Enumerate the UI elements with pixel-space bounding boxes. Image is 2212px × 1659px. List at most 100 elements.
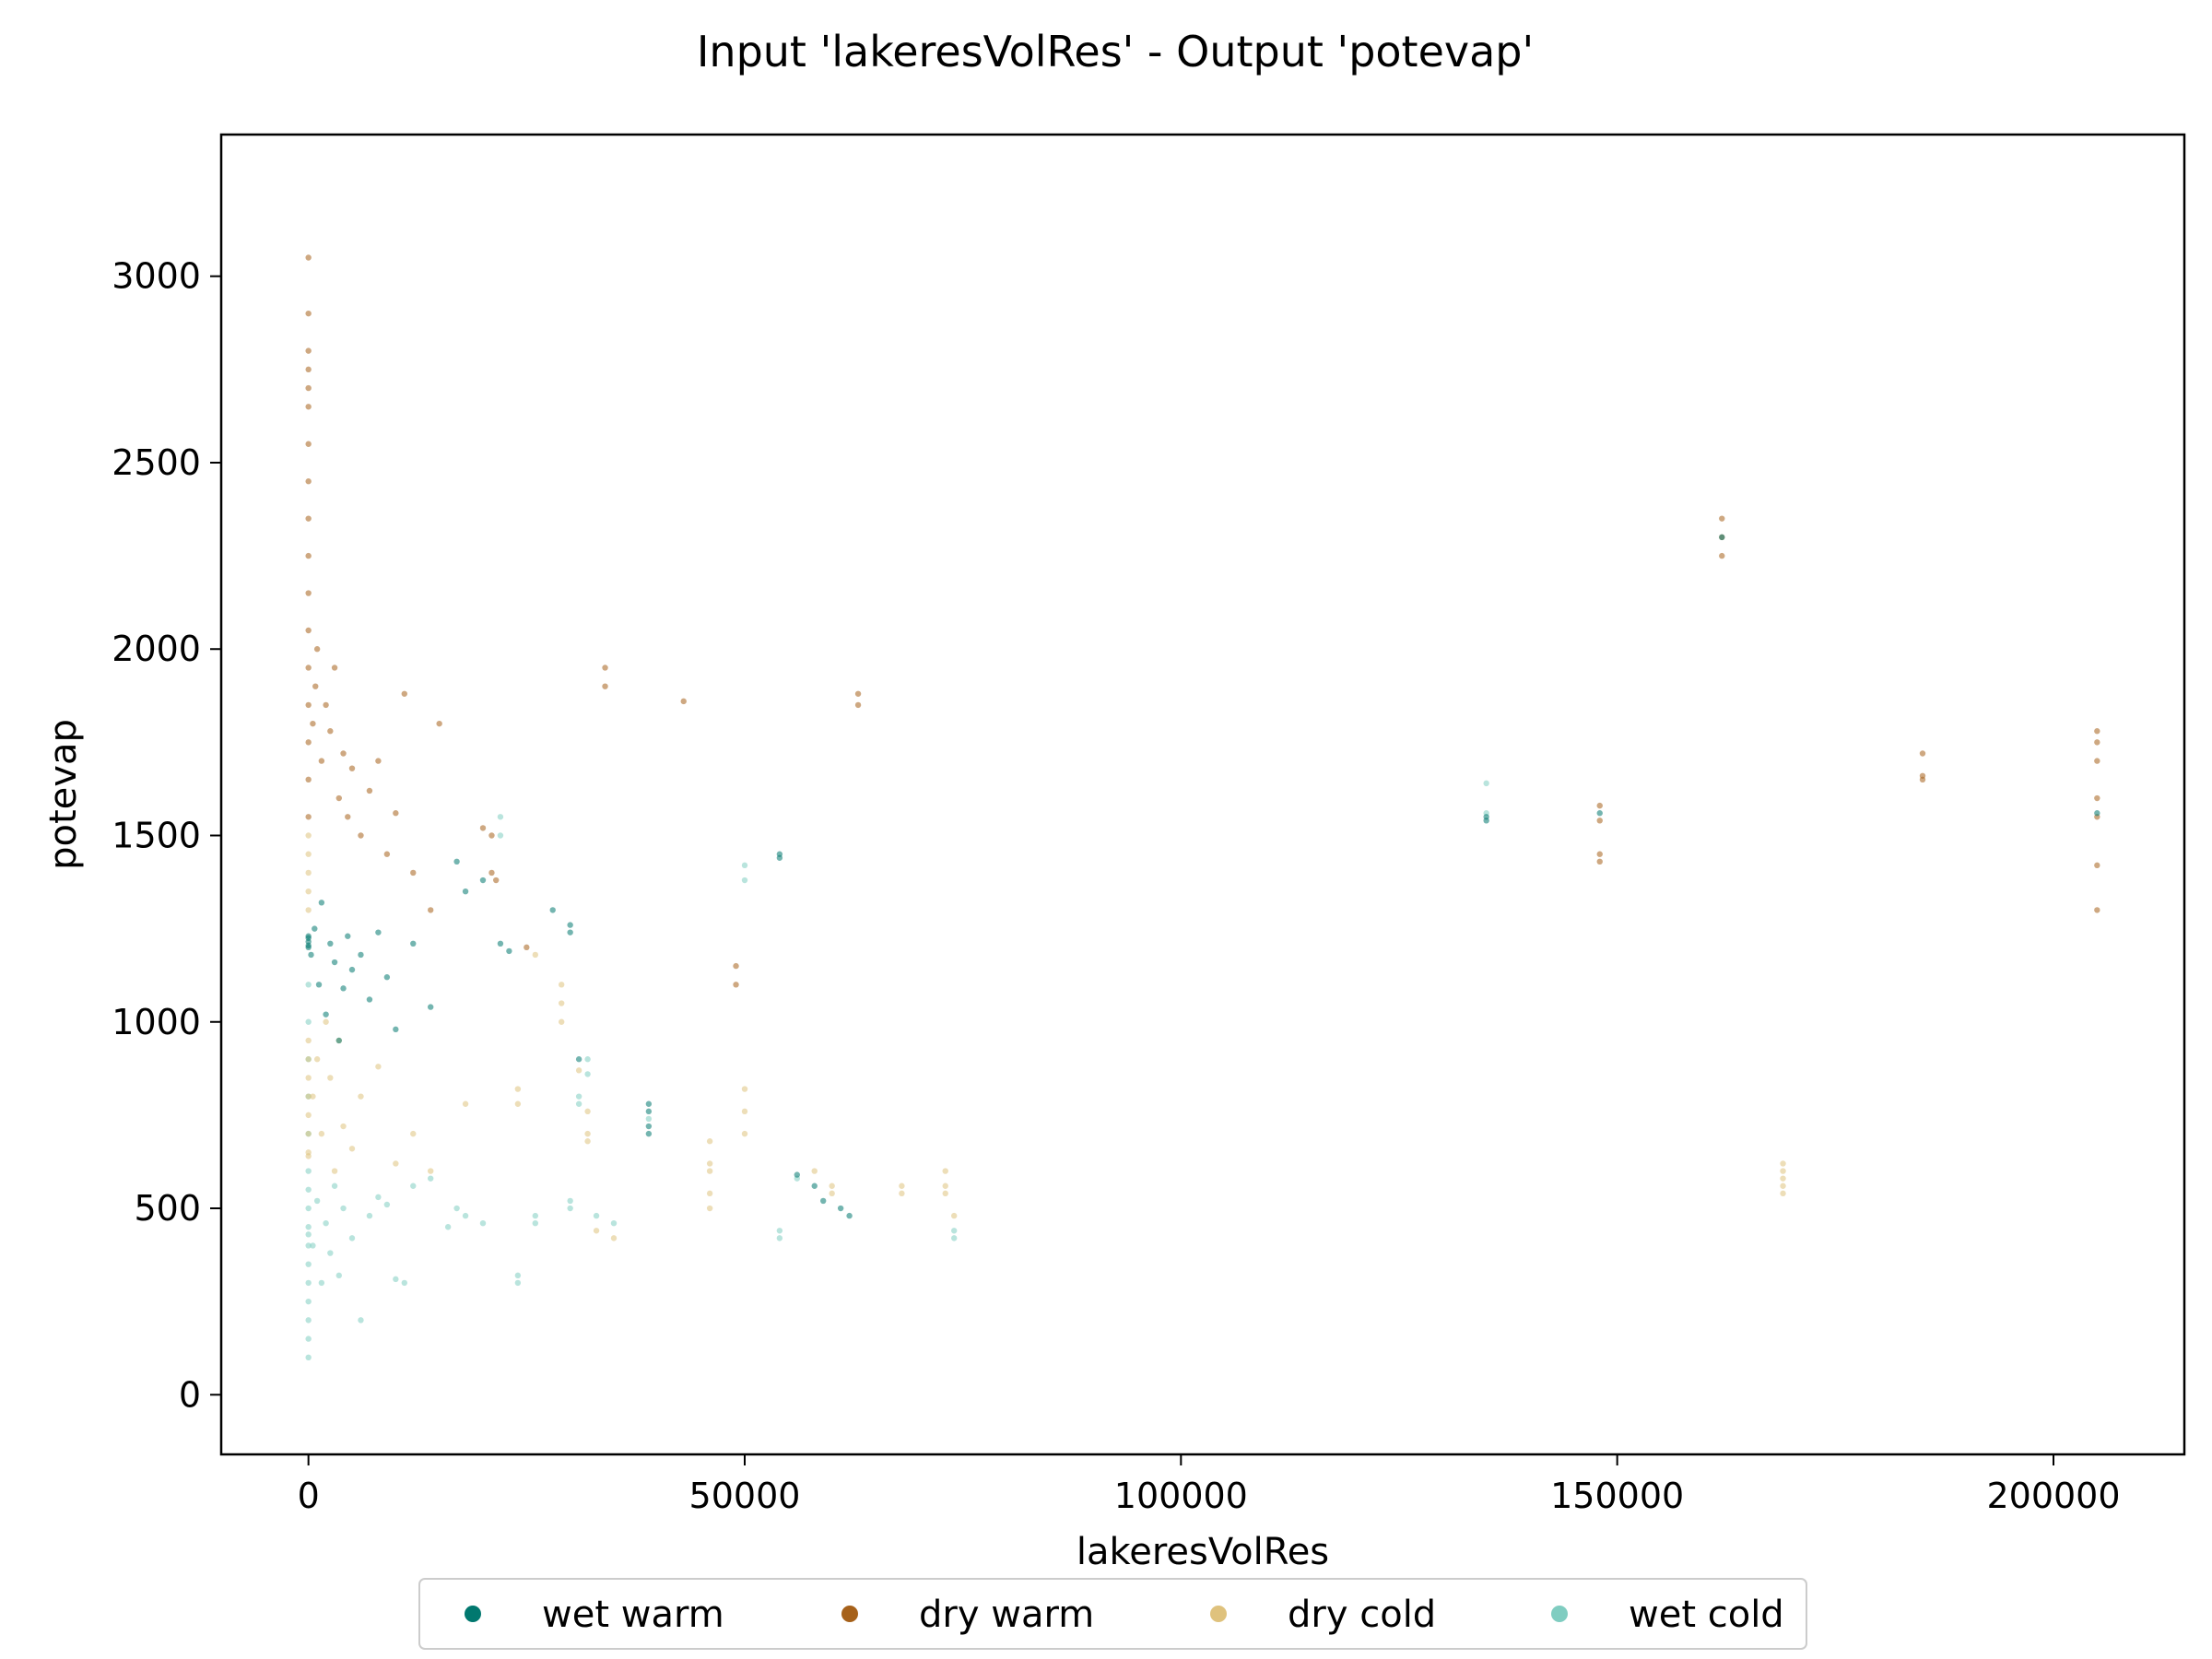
point-dry-warm xyxy=(602,683,608,689)
point-wet-warm xyxy=(1596,810,1603,817)
point-dry-cold xyxy=(706,1138,713,1145)
point-dry-warm xyxy=(340,750,347,757)
point-dry-cold xyxy=(741,1108,748,1115)
point-wet-cold xyxy=(323,1219,329,1227)
point-wet-warm xyxy=(348,966,356,973)
point-dry-warm xyxy=(305,701,312,709)
y-tick-label: 2000 xyxy=(112,629,201,669)
point-dry-warm xyxy=(2094,758,2100,764)
point-dry-cold xyxy=(559,1018,565,1025)
point-dry-warm xyxy=(524,944,530,951)
point-wet-warm xyxy=(358,951,364,959)
point-dry-warm xyxy=(854,690,862,697)
point-dry-cold xyxy=(1780,1190,1786,1197)
chart-title: Input 'lakeresVolRes' - Output 'potevap' xyxy=(697,27,1534,76)
point-dry-warm xyxy=(410,869,417,877)
point-wet-cold xyxy=(645,1115,653,1123)
point-wet-cold xyxy=(532,1219,538,1227)
point-dry-warm xyxy=(2094,739,2100,746)
legend-marker-wet-warm xyxy=(465,1606,481,1622)
point-wet-warm xyxy=(375,929,382,935)
point-dry-warm xyxy=(305,404,312,410)
point-dry-cold xyxy=(348,1146,356,1152)
point-wet-cold xyxy=(340,1205,347,1212)
y-tick-label: 1500 xyxy=(112,815,201,855)
point-wet-cold xyxy=(305,1231,312,1238)
point-dry-warm xyxy=(383,851,391,857)
point-dry-cold xyxy=(706,1168,713,1174)
point-dry-cold xyxy=(1780,1160,1786,1167)
point-dry-cold xyxy=(428,1168,434,1174)
point-dry-cold xyxy=(942,1168,948,1174)
point-wet-warm xyxy=(811,1182,818,1189)
y-tick-label: 0 xyxy=(179,1374,201,1415)
point-wet-cold xyxy=(575,1100,582,1107)
point-dry-warm xyxy=(305,552,312,559)
point-dry-cold xyxy=(899,1190,905,1197)
point-wet-cold xyxy=(951,1228,958,1234)
x-axis: 0 50000 100000 150000 200000 xyxy=(298,1454,2121,1516)
point-wet-warm xyxy=(645,1130,653,1137)
point-dry-warm xyxy=(310,720,316,727)
point-dry-warm xyxy=(2094,794,2100,802)
point-dry-warm xyxy=(1919,776,1926,783)
point-wet-warm xyxy=(846,1212,853,1219)
point-wet-warm xyxy=(794,1171,800,1178)
point-wet-cold xyxy=(401,1279,407,1287)
point-wet-cold xyxy=(410,1182,417,1189)
point-dry-cold xyxy=(951,1212,958,1219)
point-dry-warm xyxy=(305,366,312,373)
point-dry-cold xyxy=(593,1228,600,1234)
point-dry-warm xyxy=(305,254,312,261)
point-wet-warm xyxy=(2094,810,2100,817)
point-dry-warm xyxy=(305,665,312,671)
point-wet-warm xyxy=(567,922,573,928)
point-wet-cold xyxy=(305,1224,312,1230)
point-dry-warm xyxy=(602,665,608,671)
point-dry-warm xyxy=(393,810,399,817)
point-dry-warm xyxy=(436,720,442,727)
point-dry-cold xyxy=(410,1130,417,1137)
point-wet-warm xyxy=(393,1026,399,1033)
point-wet-warm xyxy=(312,925,318,932)
point-dry-warm xyxy=(305,310,312,317)
point-dry-warm xyxy=(1596,858,1603,865)
point-wet-cold xyxy=(331,1182,338,1189)
point-wet-warm xyxy=(410,940,417,947)
point-dry-cold xyxy=(305,907,312,913)
point-dry-warm xyxy=(428,907,434,913)
point-wet-cold xyxy=(375,1194,382,1201)
point-dry-cold xyxy=(305,851,312,857)
point-dry-warm xyxy=(1919,750,1926,757)
point-wet-warm xyxy=(318,900,325,906)
point-dry-warm xyxy=(331,665,338,671)
point-wet-cold xyxy=(305,982,312,988)
y-tick-label: 500 xyxy=(134,1188,201,1229)
point-dry-warm xyxy=(733,982,739,988)
point-wet-cold xyxy=(444,1224,452,1230)
point-dry-warm xyxy=(854,701,862,709)
point-wet-warm xyxy=(567,929,573,935)
point-dry-warm xyxy=(2094,907,2100,913)
point-wet-cold xyxy=(532,1212,538,1219)
point-dry-warm xyxy=(2094,862,2100,869)
point-dry-warm xyxy=(348,765,356,771)
point-wet-cold xyxy=(951,1235,958,1241)
point-dry-cold xyxy=(305,1112,312,1119)
point-wet-cold xyxy=(335,1272,342,1279)
point-dry-warm xyxy=(305,627,312,634)
point-dry-cold xyxy=(1780,1175,1786,1182)
point-wet-cold xyxy=(366,1212,373,1219)
point-wet-cold xyxy=(497,832,504,839)
point-wet-warm xyxy=(837,1205,844,1212)
point-wet-cold xyxy=(305,1242,312,1249)
point-dry-cold xyxy=(741,1086,748,1092)
point-dry-cold xyxy=(559,1000,565,1006)
point-wet-cold xyxy=(776,1228,783,1234)
plot-frame xyxy=(219,133,2186,1456)
legend-marker-dry-warm xyxy=(841,1606,858,1622)
point-wet-cold xyxy=(593,1212,600,1219)
point-dry-cold xyxy=(829,1190,835,1197)
point-dry-cold xyxy=(706,1160,713,1167)
